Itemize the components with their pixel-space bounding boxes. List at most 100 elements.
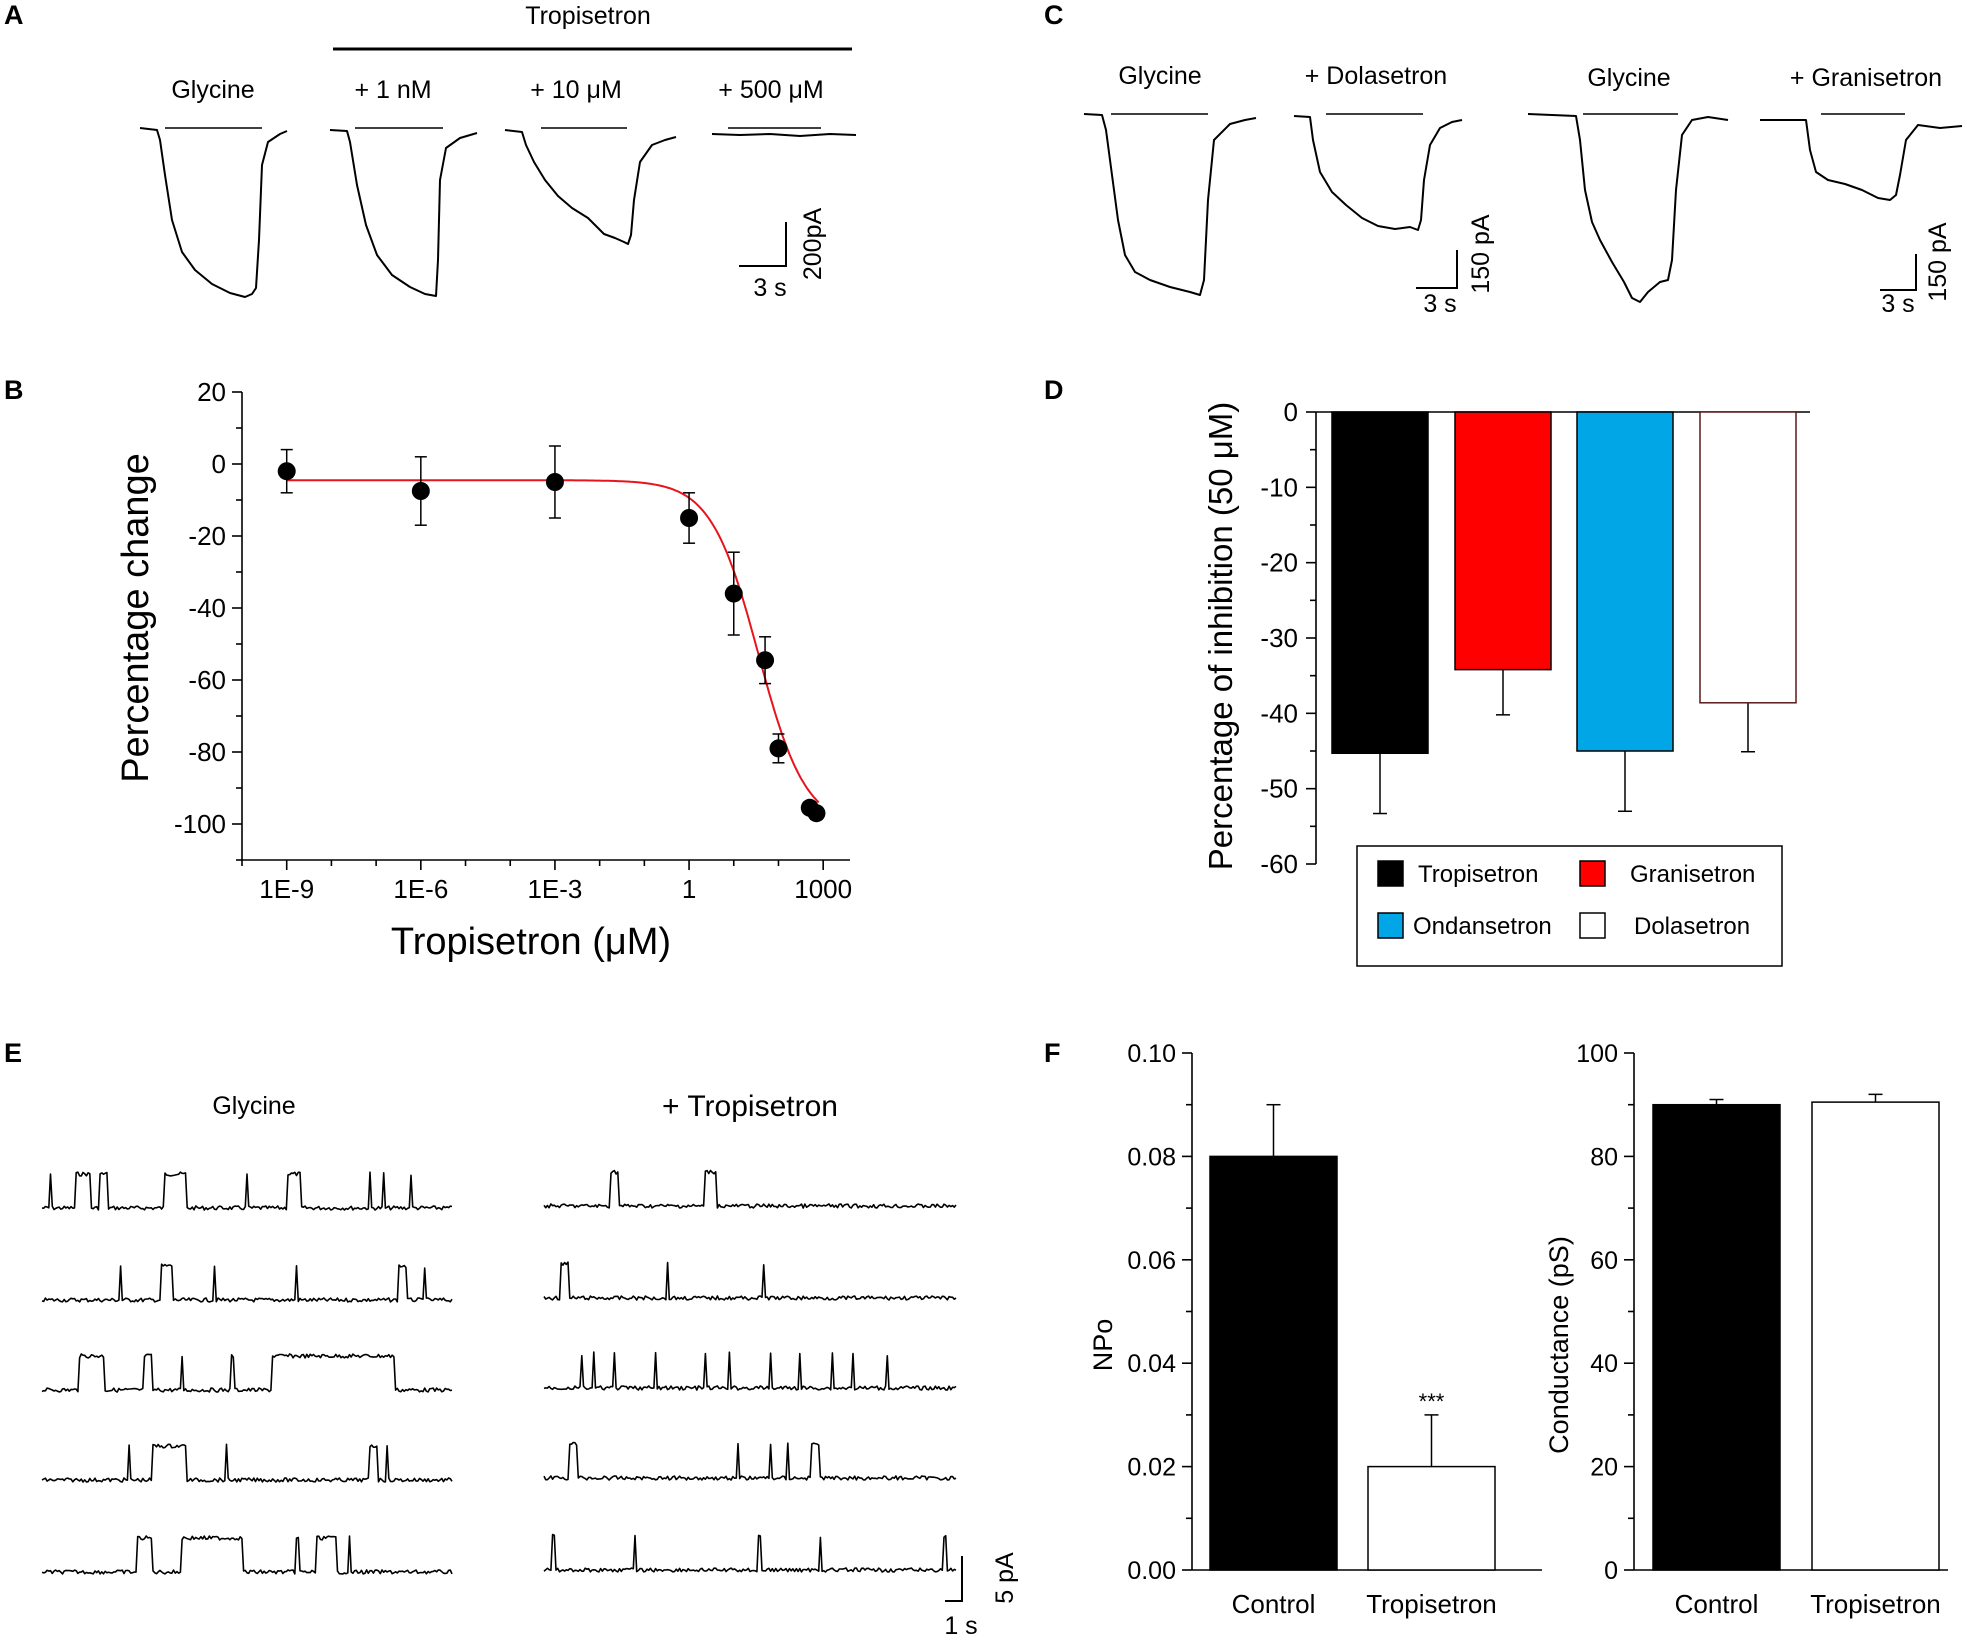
panel-e-col2-label: + Tropisetron [662, 1090, 838, 1123]
panel-a-group-label: Tropisetron [525, 2, 651, 30]
panel-f2-ytick-label: 60 [1590, 1247, 1618, 1275]
panel-e-trace-glycine-1 [41, 1171, 453, 1211]
panel-a-trace-10uM [504, 129, 677, 245]
panel-a-trace-glycine [139, 127, 288, 298]
panel-f1-ylabel: NPo [1088, 1319, 1118, 1372]
panel-b-ytick-label: -100 [174, 809, 226, 839]
legend-swatch-tropisetron [1377, 860, 1404, 887]
legend-label-dolasetron: Dolasetron [1634, 913, 1750, 940]
panel-e-trace-glycine-4 [41, 1443, 453, 1483]
panel-a-scale-x: 3 s [753, 274, 786, 302]
panel-d-ytick-label: -60 [1260, 849, 1298, 879]
panel-e: E Glycine + Tropisetron 1 s 5 pA [4, 1038, 1019, 1640]
legend-label-ondansetron: Ondansetron [1413, 913, 1552, 940]
panel-a-label-1nM: + 1 nM [354, 76, 431, 104]
panel-b-data-point [277, 462, 296, 481]
panel-b-data-point [724, 584, 743, 603]
panel-e-trace-tropisetron-3 [543, 1351, 957, 1391]
panel-d-letter: D [1044, 375, 1064, 405]
panel-b-data-point [680, 509, 699, 527]
panel-f2-ytick-label: 0 [1604, 1557, 1618, 1585]
panel-d-ytick-label: -10 [1260, 472, 1298, 502]
panel-f1-xtick-label: Tropisetron [1366, 1589, 1497, 1619]
panel-b-data-point [807, 804, 826, 823]
panel-f1-ytick-label: 0.06 [1127, 1247, 1176, 1275]
legend-swatch-dolasetron [1579, 912, 1606, 939]
panel-b-ytick-label: -40 [188, 593, 226, 623]
panel-c-label-dolasetron: + Dolasetron [1305, 62, 1447, 90]
panel-b-xtick-label: 1E-3 [527, 874, 582, 904]
panel-f2-ytick-label: 100 [1576, 1040, 1618, 1068]
panel-d-ytick-label: 0 [1284, 397, 1298, 427]
panel-f2-chart: 0 20 40 60 80 100 Control Tropisetron [1576, 1040, 1948, 1619]
panel-b-ylabel: Percentage change [115, 453, 157, 783]
panel-d-ytick-label: -40 [1260, 698, 1298, 728]
legend-swatch-ondansetron [1377, 912, 1404, 939]
panel-f2-xtick-label: Control [1675, 1589, 1759, 1619]
panel-a-letter: A [4, 0, 24, 30]
panel-c-trace-granisetron [1760, 119, 1963, 201]
panel-c-trace-dolasetron [1293, 115, 1463, 231]
panel-e-trace-tropisetron-2 [543, 1261, 957, 1301]
panel-b-data-point [545, 473, 564, 491]
panel-c-scale-y-2: 150 pA [1924, 222, 1952, 302]
panel-c-label-glycine-2: Glycine [1587, 64, 1670, 92]
panel-f1-bar-tropisetron [1367, 1465, 1496, 1571]
panel-c-label-glycine-1: Glycine [1118, 62, 1201, 90]
panel-c-letter: C [1044, 0, 1064, 30]
panel-d-bar-tropisetron [1331, 411, 1429, 755]
panel-d-ylabel: Percentage of inhibition (50 μM) [1202, 402, 1239, 870]
panel-a-trace-1nM [329, 129, 478, 297]
panel-a: A Tropisetron Glycine + 1 nM + 10 μM + 5… [4, 0, 857, 302]
panel-a-label-10uM: + 10 μM [530, 76, 622, 104]
panel-c-trace-glycine-2 [1527, 113, 1729, 303]
panel-d-ytick-label: -50 [1260, 774, 1298, 804]
panel-b-points [277, 445, 826, 823]
panel-f1-chart: 0.00 0.02 0.04 0.06 0.08 0.10 Control Tropisetr… [1127, 1040, 1542, 1619]
panel-a-scale-bar [739, 222, 787, 267]
panel-b-fit-curve [286, 479, 820, 804]
panel-f1-ytick-label: 0.00 [1127, 1557, 1176, 1585]
panel-b-fit-layer [286, 479, 820, 804]
panel-d-bar-granisetron [1454, 411, 1552, 671]
panel-e-trace-tropisetron-4 [543, 1441, 957, 1481]
panel-f2-ytick-label: 40 [1590, 1350, 1618, 1378]
panel-c-scale-bar-1 [1416, 250, 1458, 289]
panel-d-ytick-label: -30 [1260, 623, 1298, 653]
panel-f1-xtick-label: Control [1232, 1589, 1316, 1619]
panel-f1-ytick-label: 0.08 [1127, 1143, 1176, 1171]
legend-label-tropisetron: Tropisetron [1418, 861, 1539, 888]
panel-f2-ytick-label: 80 [1590, 1143, 1618, 1171]
panel-a-label-glycine: Glycine [171, 76, 254, 104]
panel-d-ytick-label: -20 [1260, 548, 1298, 578]
panel-f1-ytick-label: 0.02 [1127, 1454, 1176, 1482]
panel-d-bar-dolasetron [1699, 411, 1797, 704]
panel-e-trace-glycine-3 [41, 1353, 453, 1393]
panel-b-xtick-label: 1 [682, 874, 696, 904]
panel-c-scale-x-2: 3 s [1881, 290, 1914, 318]
panel-f2-bar-control [1652, 1103, 1781, 1571]
panel-e-scale-bar [945, 1556, 963, 1602]
legend-label-granisetron: Granisetron [1630, 861, 1755, 888]
panel-b-ytick-label: 0 [212, 449, 226, 479]
panel-b-ytick-label: 20 [197, 377, 226, 407]
panel-b-xlabel: Tropisetron (μM) [391, 921, 671, 963]
panel-f2-xtick-label: Tropisetron [1810, 1589, 1941, 1619]
panel-c-scale-bar-2 [1880, 254, 1917, 291]
panel-b-ytick-label: -80 [188, 737, 226, 767]
panel-c-scale-x-1: 3 s [1423, 290, 1456, 318]
panel-b-letter: B [4, 375, 24, 405]
panel-a-label-500uM: + 500 μM [718, 76, 823, 104]
legend-swatch-granisetron [1579, 860, 1606, 887]
panel-d-legend: Tropisetron Granisetron Ondansetron Dola… [1356, 845, 1783, 967]
panel-b: B Percentage change Tropisetron (μM) 20 0… [4, 375, 852, 963]
panel-f1-bar-control [1209, 1155, 1338, 1571]
panel-e-trace-tropisetron-5 [543, 1533, 957, 1573]
panel-d-bars [1331, 411, 1797, 815]
panel-c-trace-glycine-1 [1083, 113, 1257, 296]
panel-b-xtick-label: 1000 [794, 874, 852, 904]
panel-f1-ytick-label: 0.10 [1127, 1040, 1176, 1068]
panel-d: D Percentage of inhibition (50 μM) 0 -10 -… [1044, 375, 1810, 967]
panel-b-data-point [769, 739, 788, 758]
